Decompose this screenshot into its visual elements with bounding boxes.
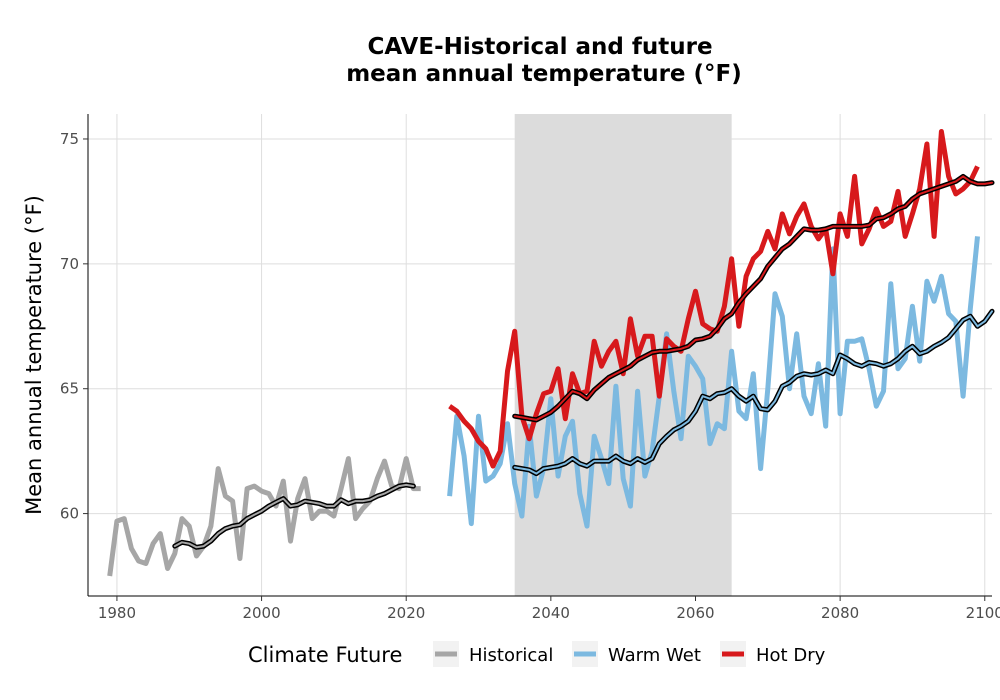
chart-title-line-1: CAVE-Historical and future [367, 34, 712, 60]
series-line-warm-wet [447, 236, 980, 529]
chart-title-line-2: mean annual temperature (°F) [346, 61, 742, 87]
legend: Climate Future Historical Warm Wet Hot D… [248, 641, 826, 667]
y-axis-ticks: 60 65 70 75 [60, 130, 88, 523]
running-mean-line-hot-dry [513, 175, 993, 421]
x-tick-label-2000: 2000 [242, 604, 280, 622]
y-tick-label-70: 70 [60, 255, 79, 273]
legend-label-hot-dry: Hot Dry [756, 645, 826, 666]
legend-title: Climate Future [248, 643, 402, 667]
y-tick-label-65: 65 [60, 380, 79, 398]
running-mean-line-historical [173, 483, 415, 549]
x-axis-ticks: 1980 2000 2020 2040 2060 2080 2100 [98, 596, 1000, 622]
x-tick-label-2080: 2080 [821, 604, 859, 622]
x-tick-label-2020: 2020 [387, 604, 425, 622]
x-tick-label-2100: 2100 [966, 604, 1000, 622]
x-tick-label-2040: 2040 [532, 604, 570, 622]
y-axis-title: Mean annual temperature (°F) [22, 195, 46, 515]
series-layer [107, 129, 995, 577]
legend-label-historical: Historical [469, 645, 553, 666]
y-tick-label-75: 75 [60, 130, 79, 148]
x-tick-label-2060: 2060 [676, 604, 714, 622]
legend-label-warm-wet: Warm Wet [608, 645, 701, 666]
running-mean-line-warm-wet [513, 310, 993, 475]
y-tick-label-60: 60 [60, 505, 79, 523]
x-tick-label-1980: 1980 [98, 604, 136, 622]
